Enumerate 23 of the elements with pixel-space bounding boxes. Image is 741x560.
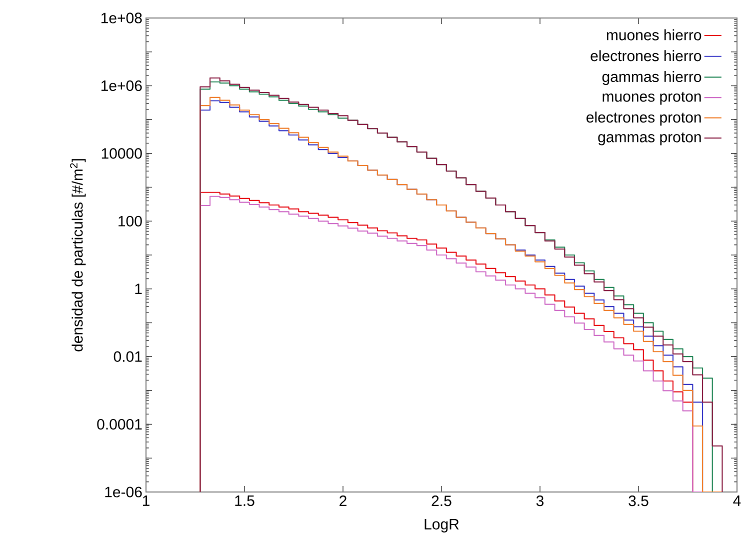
legend-label: electrones hierro [590, 50, 702, 62]
x-tick-label: 4 [733, 496, 741, 506]
y-axis-title: densidad de particulas [#/m$^{2}$] [70, 159, 86, 352]
y-tick-label: 0.01 [114, 351, 142, 362]
y-tick-label: 1e-06 [105, 486, 142, 498]
x-tick-label: 3.5 [628, 496, 648, 506]
y-tick-label: 1e+08 [101, 12, 142, 24]
y-tick-label: 1 [135, 284, 142, 294]
legend-label: gammas hierro [602, 71, 702, 86]
x-tick-label: 1 [142, 496, 150, 506]
legend-label: muones proton [602, 92, 701, 105]
y-tick-label: 10000 [102, 148, 142, 159]
x-tick-label: 2.5 [432, 496, 452, 506]
legend-label: gammas proton [598, 132, 701, 146]
y-tick-label: 100 [118, 216, 142, 226]
x-axis-title: LogR [424, 519, 459, 532]
x-tick-label: 1.5 [235, 496, 254, 506]
x-tick-label: 2 [340, 496, 346, 506]
x-tick-label: 3 [536, 496, 544, 506]
y-tick-label: 0.0001 [97, 418, 142, 430]
legend-label: electrones proton [586, 112, 701, 126]
y-tick-label: 1e+06 [101, 80, 142, 92]
legend-label: muones hierro [606, 29, 702, 40]
